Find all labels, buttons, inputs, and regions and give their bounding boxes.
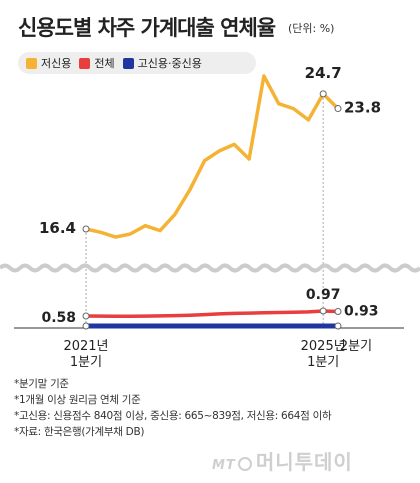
data-label: 16.4	[39, 219, 76, 237]
unit-label: (단위: %)	[288, 22, 335, 35]
footnotes: *분기말 기준 *1개월 이상 원리금 연체 기준 *고신용: 신용점수 840…	[14, 376, 332, 440]
legend-item-total: 전체	[79, 55, 115, 71]
brand-name: 머니투데이	[255, 450, 353, 474]
x-tick-label: 1분기	[307, 355, 339, 370]
brand-logo: MT 머니투데이	[212, 446, 353, 475]
legend-label-low-credit: 저신용	[41, 57, 72, 70]
brand-prefix: MT	[212, 458, 236, 473]
data-point-marker	[319, 90, 327, 98]
footnote-2: *1개월 이상 원리금 연체 기준	[14, 394, 141, 406]
data-point-marker	[82, 312, 90, 320]
footnote-4: *자료: 한국은행(가계부채 DB)	[14, 426, 145, 438]
legend: 저신용 전체 고신용·중신용	[18, 52, 256, 74]
data-label: 23.8	[344, 99, 381, 117]
x-tick-label: 2021년	[63, 339, 108, 354]
brand-swirl-icon	[237, 456, 252, 471]
chart-title: 신용도별 차주 가계대출 연체율	[18, 16, 276, 40]
chart-area: 16.424.723.80.580.970.932021년1분기2025년1분기…	[0, 64, 420, 370]
data-point-marker	[82, 225, 90, 233]
data-point-marker	[334, 322, 342, 330]
x-tick-label: 2025년	[301, 339, 346, 354]
axis-break-wave	[0, 263, 420, 273]
legend-label-high-mid-credit: 고신용·중신용	[137, 57, 202, 70]
data-point-marker	[334, 105, 342, 113]
legend-label-total: 전체	[94, 57, 115, 70]
footnote-1: *분기말 기준	[14, 378, 69, 390]
footnote-3: *고신용: 신용점수 840점 이상, 중신용: 665~839점, 저신용: …	[14, 410, 332, 422]
legend-swatch-high-mid-credit	[122, 57, 134, 69]
data-label: 24.7	[305, 64, 342, 82]
data-label: 0.58	[41, 310, 76, 326]
x-tick-label: 1분기	[70, 355, 102, 370]
legend-item-low-credit: 저신용	[26, 55, 71, 71]
series-line-total	[85, 309, 339, 319]
legend-swatch-total	[79, 57, 91, 69]
legend-swatch-low-credit	[26, 57, 37, 69]
data-point-marker	[334, 308, 342, 316]
data-point-marker	[319, 307, 327, 315]
legend-item-high-mid-credit: 고신용·중신용	[122, 55, 202, 71]
data-label: 0.93	[344, 304, 379, 320]
data-label: 0.97	[306, 287, 341, 303]
x-tick-label: 2분기	[340, 339, 372, 354]
series-line-low-credit	[85, 74, 340, 239]
data-point-marker	[82, 322, 90, 330]
